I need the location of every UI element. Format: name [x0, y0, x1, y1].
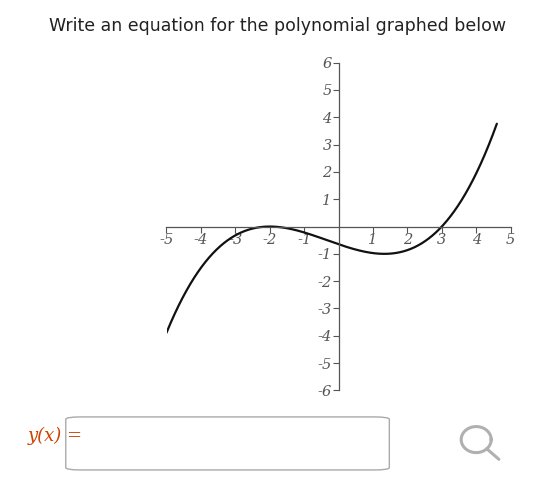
FancyBboxPatch shape [65, 417, 390, 470]
Text: y(x) =: y(x) = [28, 427, 83, 445]
Text: Write an equation for the polynomial graphed below: Write an equation for the polynomial gra… [49, 17, 506, 35]
